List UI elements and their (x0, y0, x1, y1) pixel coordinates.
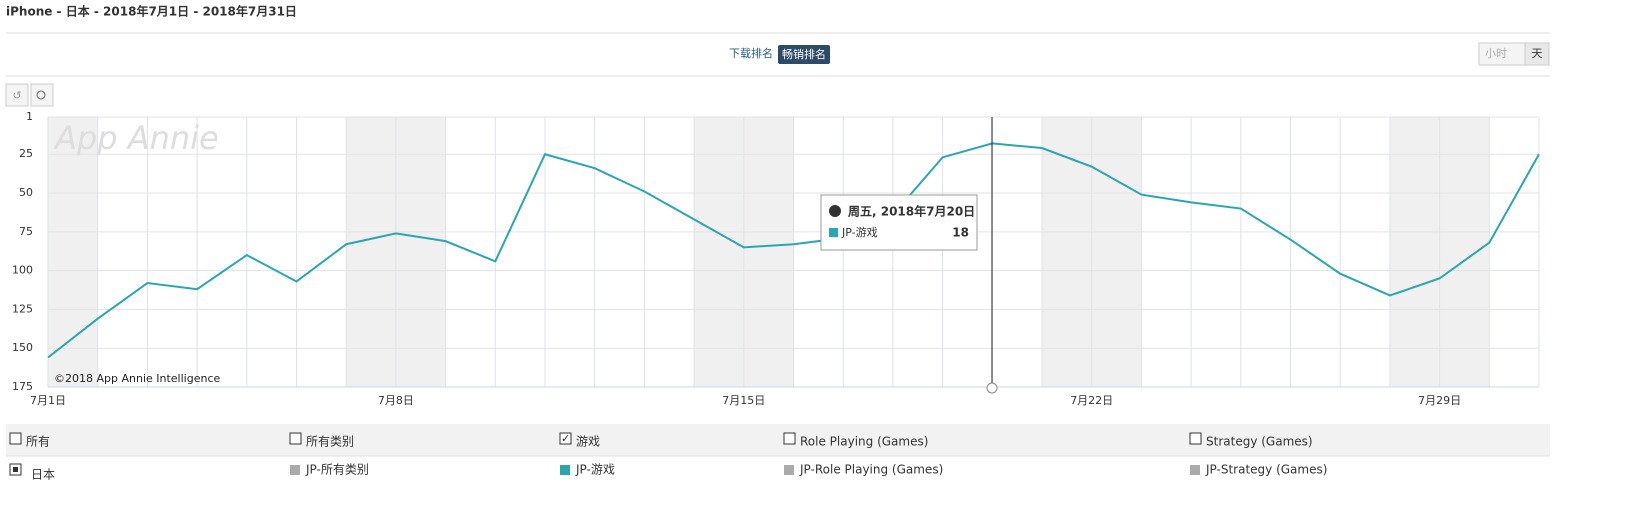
icon: ↺ (12, 89, 21, 102)
y-tick-label: 125 (12, 302, 33, 315)
filter-label: 日本 (31, 468, 55, 482)
btn-hour-label: 小时 (1485, 47, 1507, 60)
x-tick-label: 7月1日 (30, 394, 66, 407)
y-tick-label: 1 (26, 110, 33, 123)
checkbox-fill (13, 467, 18, 472)
filters: 所有 所有类别 ✓ 游戏 Role Playing (Games) Strategy (G… (9, 432, 1327, 482)
y-tick-label: 50 (19, 186, 33, 199)
copyright: ©2018 App Annie Intelligence (54, 372, 221, 385)
filter-label: JP-Role Playing (Games) (799, 463, 943, 477)
series-line (47, 142, 1540, 359)
btn-zoom[interactable] (30, 83, 54, 107)
swatch (560, 465, 570, 475)
check: ✓ (561, 432, 570, 445)
filter-label: JP-所有类别 (305, 463, 369, 477)
tooltip-value: 18 (952, 226, 969, 240)
btn-day[interactable] (1524, 42, 1550, 66)
filter-label[interactable]: 游戏 (576, 435, 600, 449)
crosshair-handle (986, 382, 998, 394)
checkbox[interactable] (559, 432, 572, 445)
y-tick-label: 75 (19, 225, 33, 238)
globe-icon (829, 205, 841, 217)
page-title: iPhone - 日本 - 2018年7月1日 - 2018年7月31日 (6, 4, 297, 19)
btn-reset[interactable] (5, 83, 29, 107)
y-tick-label: 150 (12, 341, 33, 354)
tab-active-bg[interactable] (778, 45, 830, 64)
tooltip (820, 194, 978, 251)
checkbox[interactable] (783, 432, 796, 445)
filter-label[interactable]: 所有 (26, 435, 50, 449)
checkbox[interactable] (289, 432, 302, 445)
tooltip-swatch (829, 228, 838, 237)
weekend-band (48, 117, 98, 387)
filter-row-bg (6, 424, 1550, 456)
y-tick-label: 25 (19, 147, 33, 160)
filter-label[interactable]: Role Playing (Games) (800, 435, 928, 449)
x-tick-label: 7月8日 (378, 394, 414, 407)
swatch (1190, 465, 1200, 475)
filter-label[interactable]: Strategy (Games) (1206, 435, 1313, 449)
x-tick-label: 7月22日 (1070, 394, 1113, 407)
swatch (290, 465, 300, 475)
swatch (784, 465, 794, 475)
x-tick-label: 7月15日 (722, 394, 765, 407)
x-tick-label: 7月29日 (1418, 394, 1461, 407)
y-tick-label: 175 (12, 380, 33, 393)
filter-label[interactable]: 所有类别 (306, 435, 354, 449)
filter-label: JP-Strategy (Games) (1205, 463, 1327, 477)
tab-grossing[interactable]: 畅销排名 (782, 47, 826, 61)
tooltip-series: JP-游戏 (841, 226, 878, 239)
y-tick-label: 100 (12, 264, 33, 277)
btn-day-label: 天 (1532, 47, 1543, 60)
checkbox[interactable] (1189, 432, 1202, 445)
icon (36, 90, 46, 100)
legend-label: JP-游戏 (575, 463, 615, 477)
watermark: App Annie (53, 119, 219, 157)
tab-download[interactable]: 下载排名 (729, 46, 773, 60)
tooltip-date: 周五, 2018年7月20日 (848, 204, 975, 219)
checkbox[interactable] (9, 432, 22, 445)
